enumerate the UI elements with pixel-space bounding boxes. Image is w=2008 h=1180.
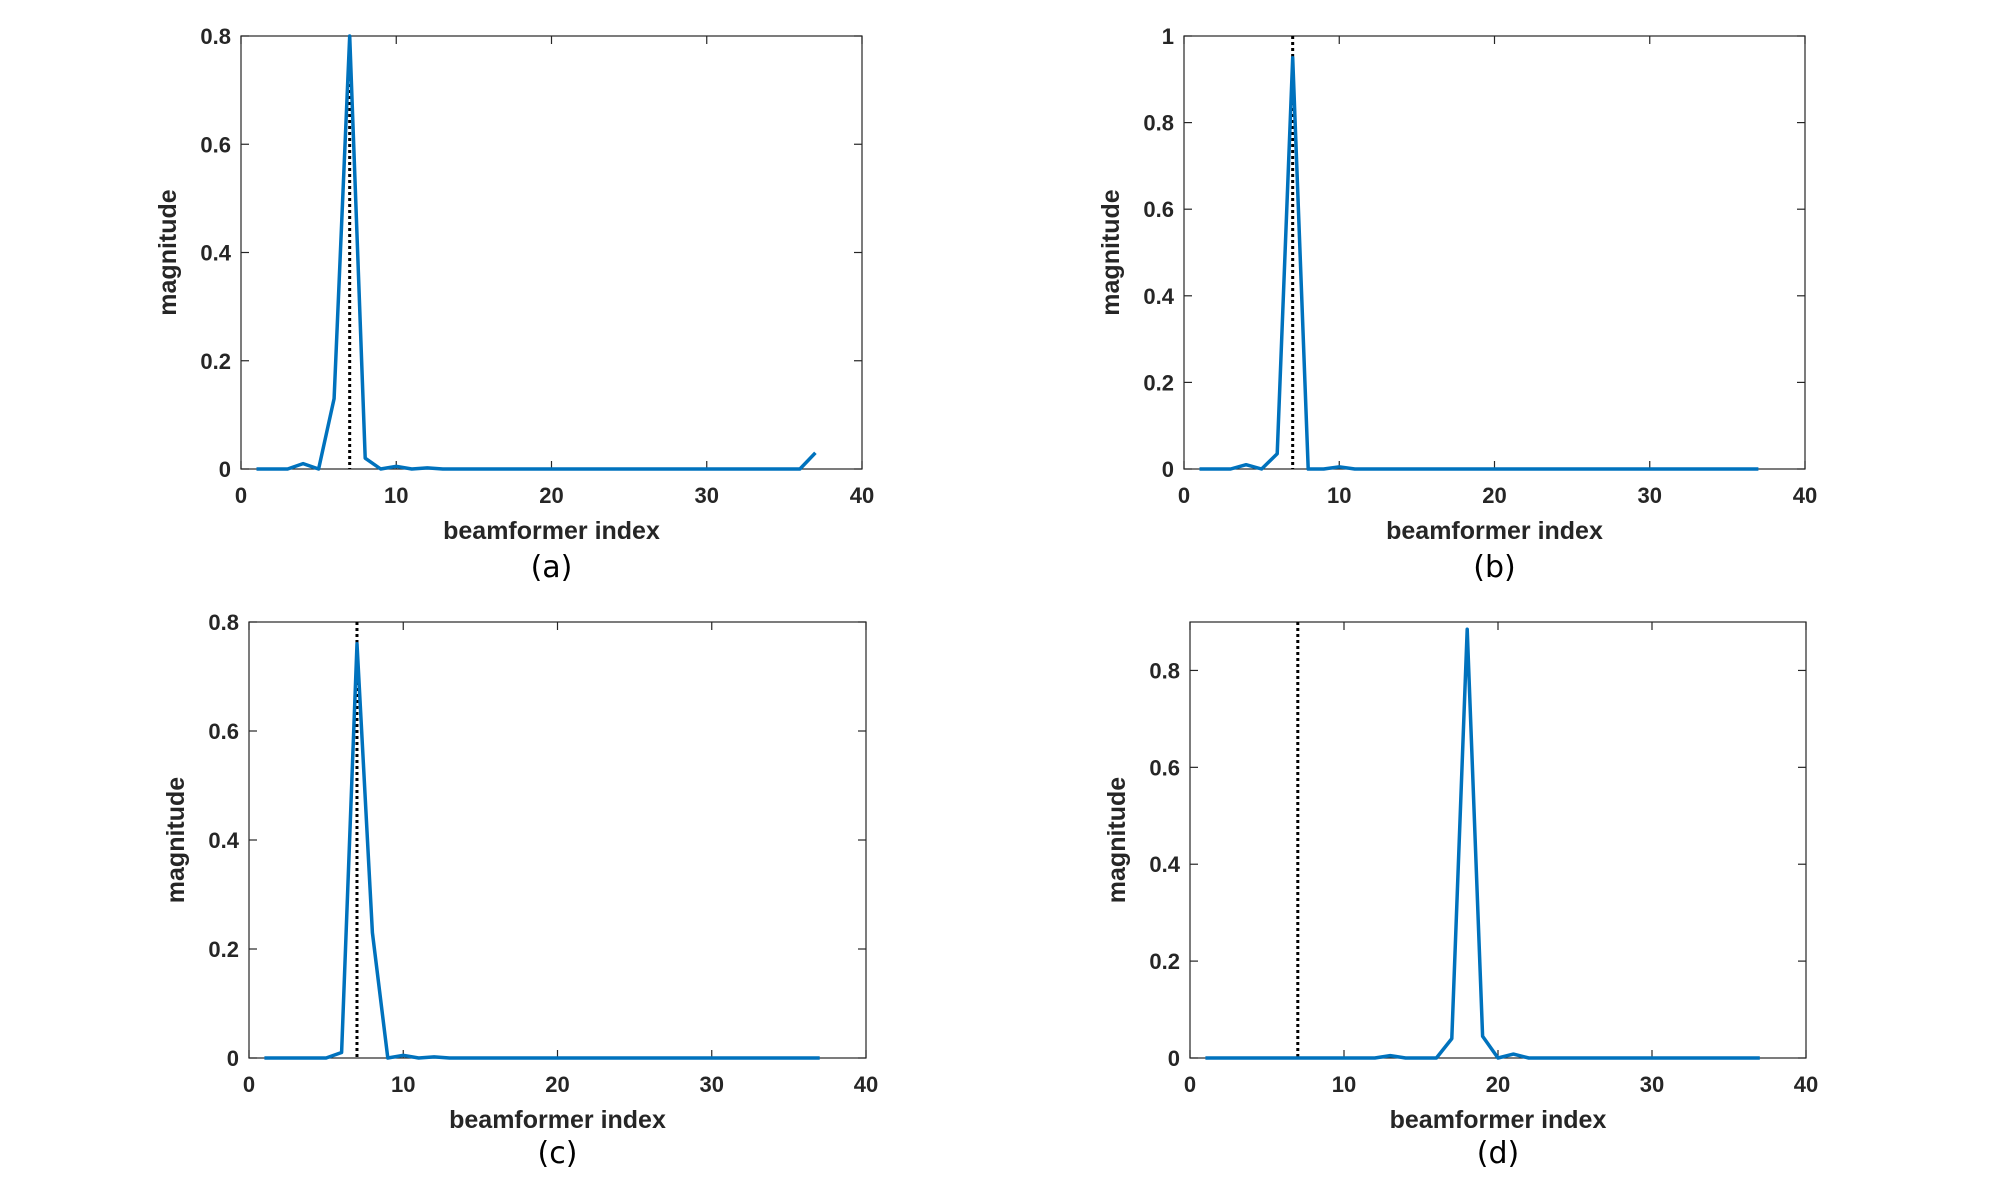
y-tick-label: 0 xyxy=(227,1046,239,1071)
x-tick-label: 10 xyxy=(1332,1072,1356,1097)
subplot-caption: (d) xyxy=(1477,1136,1519,1171)
y-tick-label: 0.6 xyxy=(1149,755,1180,780)
subplot-d: 0 10 20 30 40 0 0.2 0.4 0.6 0.8 beamformer index ma… xyxy=(1103,621,1818,1171)
x-tick-label: 20 xyxy=(1482,483,1506,508)
subplot-a: 0 10 20 30 40 0 0.2 0.4 0.6 0.8 beamformer index ma… xyxy=(154,24,874,585)
plot-frame xyxy=(1183,35,1806,470)
y-tick-label: 0 xyxy=(1168,1046,1180,1071)
x-tick-label: 20 xyxy=(545,1072,569,1097)
x-tick-label: 30 xyxy=(700,1072,724,1097)
series-line xyxy=(256,34,817,471)
x-tick-label: 30 xyxy=(695,483,719,508)
y-tick-label: 0 xyxy=(1162,457,1174,482)
series-line xyxy=(264,642,820,1060)
subplot-caption: (a) xyxy=(531,550,573,585)
y-tick-label: 0.2 xyxy=(208,937,239,962)
series-line xyxy=(1199,55,1759,471)
y-axis-label: magnitude xyxy=(1103,777,1131,903)
x-tick-label: 0 xyxy=(1178,483,1190,508)
x-tick-label: 40 xyxy=(1794,1072,1818,1097)
x-axis-label: beamformer index xyxy=(449,1106,666,1134)
y-axis-label: magnitude xyxy=(1097,189,1125,315)
x-tick-label: 40 xyxy=(850,483,874,508)
y-tick-label: 0 xyxy=(219,457,231,482)
y-tick-label: 0.6 xyxy=(200,132,231,157)
x-tick-label: 10 xyxy=(1327,483,1351,508)
x-axis-label: beamformer index xyxy=(1390,1106,1607,1134)
x-axis-label: beamformer index xyxy=(1386,517,1603,545)
y-tick-label: 0.6 xyxy=(1143,197,1174,222)
subplot-caption: (b) xyxy=(1473,550,1515,585)
y-tick-label: 0.4 xyxy=(1143,284,1174,309)
x-tick-label: 20 xyxy=(539,483,563,508)
series-line xyxy=(1205,627,1760,1060)
x-tick-label: 10 xyxy=(384,483,408,508)
y-tick-label: 0.2 xyxy=(1143,370,1174,395)
x-tick-label: 0 xyxy=(1184,1072,1196,1097)
y-axis-label: magnitude xyxy=(162,777,190,903)
y-tick-label: 0.8 xyxy=(200,24,231,49)
y-tick-label: 0.2 xyxy=(200,349,231,374)
y-tick-label: 0.4 xyxy=(200,241,231,266)
x-tick-label: 30 xyxy=(1640,1072,1664,1097)
subplot-c: 0 10 20 30 40 0 0.2 0.4 0.6 0.8 beamformer index ma… xyxy=(162,610,878,1171)
y-tick-label: 0.4 xyxy=(208,828,239,853)
x-tick-label: 30 xyxy=(1638,483,1662,508)
x-tick-label: 0 xyxy=(235,483,247,508)
x-axis-label: beamformer index xyxy=(443,517,660,545)
subplot-caption: (c) xyxy=(538,1136,578,1171)
y-tick-label: 0.8 xyxy=(1149,658,1180,683)
y-tick-label: 0.8 xyxy=(208,610,239,635)
plot-frame xyxy=(1189,621,1807,1059)
y-tick-label: 0.2 xyxy=(1149,949,1180,974)
y-axis-label: magnitude xyxy=(154,189,182,315)
subplot-b: 0 10 20 30 40 0 0.2 0.4 0.6 0.8 1 beamformer index m… xyxy=(1097,24,1817,585)
x-tick-label: 0 xyxy=(243,1072,255,1097)
x-tick-label: 40 xyxy=(854,1072,878,1097)
x-tick-label: 20 xyxy=(1486,1072,1510,1097)
y-tick-label: 1 xyxy=(1162,24,1174,49)
y-tick-label: 0.6 xyxy=(208,719,239,744)
x-tick-label: 40 xyxy=(1793,483,1817,508)
x-tick-label: 10 xyxy=(391,1072,415,1097)
y-tick-label: 0.4 xyxy=(1149,852,1180,877)
y-tick-label: 0.8 xyxy=(1143,111,1174,136)
plot-frame xyxy=(248,621,867,1059)
